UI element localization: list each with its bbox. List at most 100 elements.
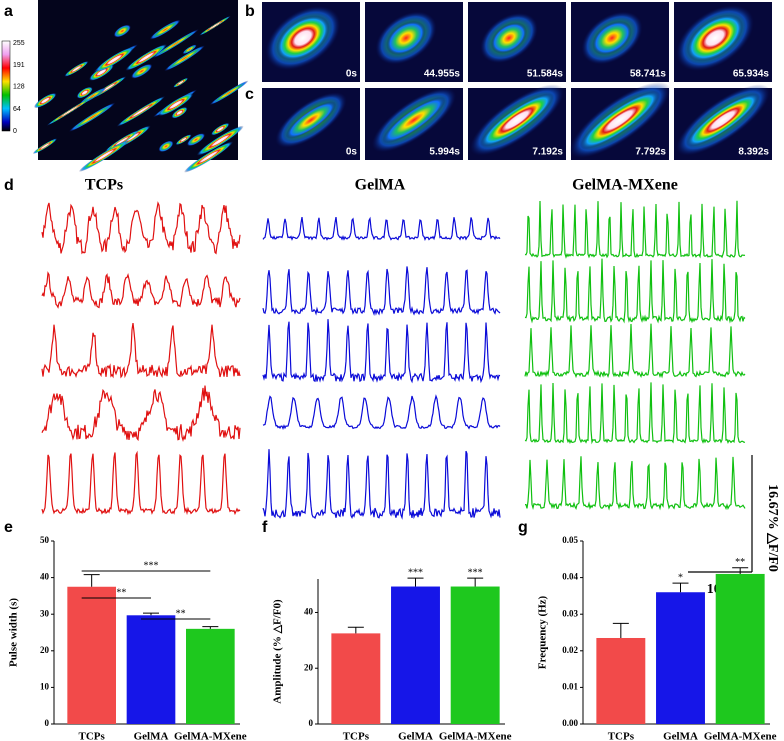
significance: * [678,572,683,583]
y-tick-label: 40 [304,607,314,617]
cell [95,47,134,73]
cell [182,44,197,55]
x-tick-label: GelMA [134,731,169,741]
y-tick-label: 0.01 [562,681,578,691]
significance: *** [144,560,159,571]
scale-y-label: 16.67% △F/F0 [765,484,780,572]
cell [382,96,446,144]
cell [78,139,130,172]
panel-label: e [4,519,13,536]
colorbar-label: 0 [13,128,17,135]
panel-label: c [245,86,254,103]
panel-label: g [518,519,528,536]
cell [76,86,93,99]
bar [186,628,235,724]
error-bar [612,622,629,638]
cell [113,24,131,38]
trace [525,456,746,511]
y-axis-label: Pulse width (s) [8,598,20,667]
cell [125,44,168,71]
colorbar [1,40,11,132]
trace [262,216,501,241]
cell [686,93,760,147]
x-tick-label: GelMA [663,731,698,741]
cell [116,95,166,127]
time-label: 65.934s [733,69,770,80]
time-label: 8.392s [738,147,769,158]
trace [524,200,746,259]
trace [41,201,241,255]
colorbar-label: 128 [13,84,25,91]
bar [391,586,440,724]
cell [198,15,231,36]
error-bar [202,626,219,629]
cells [32,15,249,173]
error-bar [407,577,424,587]
error-bar [143,612,159,616]
significance: *** [468,567,483,578]
panel-label: d [4,177,14,194]
x-tick-label: GelMA [398,731,433,741]
colorbar-label: 64 [13,106,21,113]
cell [211,122,230,136]
cell [285,101,337,139]
trace [524,323,746,379]
bar [715,573,765,724]
bar [450,586,500,724]
x-tick-label: TCPs [608,731,635,741]
y-tick-label: 0.00 [562,718,578,728]
significance: ** [735,557,745,568]
significance: ** [176,608,186,619]
y-tick-label: 0 [45,718,50,728]
panel-label: b [245,3,255,20]
trace [262,449,501,520]
y-tick-label: 30 [40,608,50,618]
trace-title: GelMA-MXene [572,177,678,194]
cell [209,80,249,106]
cell [152,29,199,59]
cell [490,22,528,54]
x-tick-label: TCPs [79,731,106,741]
trace-title: GelMA [355,177,406,194]
cell [480,93,554,147]
significance: *** [408,567,423,578]
x-tick-label: GelMA-MXene [439,731,512,741]
y-tick-label: 10 [40,681,50,691]
bar [331,633,381,724]
cell [68,102,116,132]
colorbar-label: 191 [13,62,25,69]
cell [149,19,181,40]
significance: ** [116,587,126,598]
y-axis-label: Amplitude (% △F/F0) [272,599,284,704]
cell [34,92,57,109]
trace-title: TCPs [85,177,123,194]
time-label: 0s [346,147,358,158]
y-tick-label: 50 [40,535,50,545]
cell [158,93,194,117]
trace [41,385,241,442]
error-bar [732,567,749,574]
cell [196,125,244,156]
bar [596,637,646,724]
bar [126,615,176,724]
y-tick-label: 0.05 [562,535,578,545]
x-tick-label: GelMA-MXene [174,731,247,741]
trace [524,258,746,324]
time-label: 58.741s [630,69,667,80]
time-label: 51.584s [527,69,564,80]
cell [171,106,188,119]
trace [524,382,746,445]
cell [386,20,426,56]
cell [175,134,192,145]
cell [64,60,89,77]
error-bar [83,574,100,587]
trace [262,394,501,431]
time-label: 44.955s [424,69,461,80]
panel-label: a [4,3,13,20]
time-label: 7.192s [532,147,563,158]
x-tick-label: TCPs [343,731,370,741]
trace [41,323,241,379]
y-tick-label: 0.02 [562,645,578,655]
time-label: 0s [346,69,358,80]
